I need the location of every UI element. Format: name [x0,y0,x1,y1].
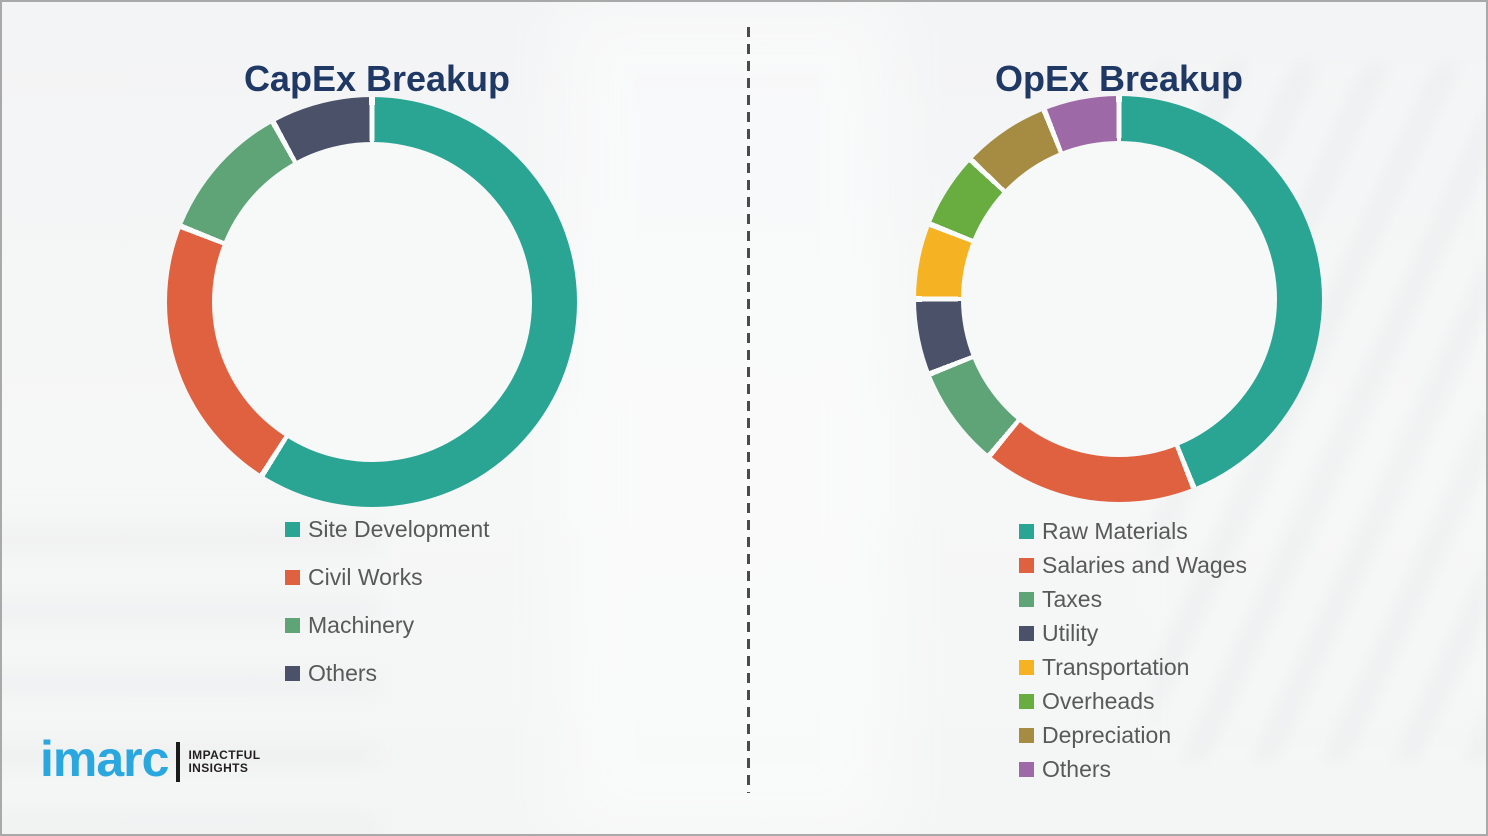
legend-swatch-icon [285,666,300,681]
legend-swatch-icon [285,570,300,585]
legend-item: Utility [1019,620,1247,647]
legend-item: Salaries and Wages [1019,552,1247,579]
legend-label: Site Development [308,516,490,542]
legend-label: Others [308,660,378,686]
opex-chart-title: OpEx Breakup [994,57,1244,99]
capex-legend: Site Development Civil Works Machinery Othe… [285,516,490,708]
capex-donut-chart [167,97,577,507]
imarc-tagline: IMPACTFUL INSIGHTS [188,749,260,775]
legend-label: Utility [1042,620,1099,646]
legend-swatch-icon [285,522,300,537]
imarc-tagline-line1: IMPACTFUL [188,748,261,762]
legend-item: Site Development [285,516,490,543]
legend-swatch-icon [1019,626,1034,641]
legend-swatch-icon [285,618,300,633]
capex-donut-hole [212,142,532,462]
legend-swatch-icon [1019,762,1034,777]
background-highlight [562,2,892,834]
legend-item: Machinery [285,612,490,639]
legend-swatch-icon [1019,728,1034,743]
legend-label: Overheads [1042,688,1155,714]
legend-label: Salaries and Wages [1042,552,1247,578]
logo-divider-bar [176,742,181,782]
legend-item: Taxes [1019,586,1247,613]
legend-item: Overheads [1019,688,1247,715]
legend-item: Others [285,660,490,687]
legend-item: Civil Works [285,564,490,591]
legend-item: Others [1019,756,1247,783]
opex-donut-hole [961,141,1277,457]
opex-donut-chart [916,96,1322,502]
imarc-wordmark-text: imarc [40,731,169,787]
center-dashed-divider [747,27,750,793]
capex-chart-title: CapEx Breakup [243,57,511,99]
legend-item: Transportation [1019,654,1247,681]
legend-label: Taxes [1042,586,1103,612]
legend-swatch-icon [1019,694,1034,709]
legend-swatch-icon [1019,660,1034,675]
legend-label: Machinery [308,612,415,638]
legend-label: Transportation [1042,654,1190,680]
imarc-tagline-line2: INSIGHTS [188,761,249,775]
opex-legend: Raw Materials Salaries and Wages Taxes Util… [1019,518,1247,790]
legend-swatch-icon [1019,558,1034,573]
legend-item: Depreciation [1019,722,1247,749]
legend-label: Depreciation [1042,722,1172,748]
legend-swatch-icon [1019,592,1034,607]
legend-item: Raw Materials [1019,518,1247,545]
imarc-logo: imarc IMPACTFUL INSIGHTS [40,734,260,784]
legend-label: Civil Works [308,564,423,590]
legend-swatch-icon [1019,524,1034,539]
legend-label: Others [1042,756,1112,782]
legend-label: Raw Materials [1042,518,1188,544]
